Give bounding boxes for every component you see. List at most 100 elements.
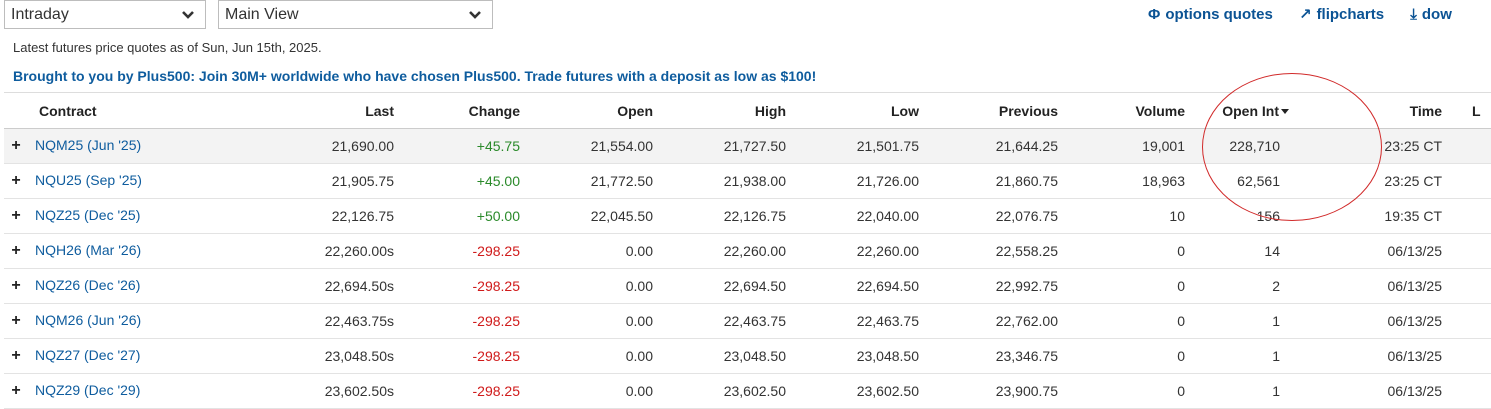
table-row: + NQM26 (Jun '26) 22,463.75s -298.25 0.00 22,…: [4, 303, 1491, 339]
change-cell: -298.25: [394, 373, 520, 409]
period-select[interactable]: Intraday: [4, 0, 206, 29]
change-cell: -298.25: [394, 268, 520, 304]
header-time[interactable]: Time: [1329, 92, 1452, 129]
open-cell: 0.00: [520, 233, 653, 269]
volume-cell: 0: [1058, 303, 1185, 339]
low-cell: 23,602.50: [786, 373, 919, 409]
contract-link[interactable]: NQM25 (Jun '25): [35, 137, 142, 153]
header-volume[interactable]: Volume: [1058, 92, 1185, 129]
header-last[interactable]: Last: [164, 92, 394, 129]
expand-plus-icon[interactable]: +: [11, 242, 21, 259]
high-cell: 22,260.00: [653, 233, 786, 269]
previous-cell: 22,076.75: [919, 198, 1058, 234]
expand-plus-icon[interactable]: +: [11, 207, 21, 224]
l-cell: [1452, 233, 1491, 269]
contract-link[interactable]: NQU25 (Sep '25): [35, 172, 142, 188]
view-select[interactable]: Main View: [218, 0, 493, 29]
contract-cell[interactable]: + NQZ27 (Dec '27): [4, 338, 164, 374]
expand-plus-icon[interactable]: +: [11, 347, 21, 364]
open-cell: 0.00: [520, 373, 653, 409]
volume-cell: 18,963: [1058, 163, 1185, 199]
download-link[interactable]: ⤓ dow: [1410, 6, 1452, 23]
low-cell: 22,040.00: [786, 198, 919, 234]
time-cell: 06/13/25: [1329, 268, 1452, 304]
header-open-int[interactable]: Open Int: [1185, 92, 1329, 129]
last-cell: 22,463.75s: [164, 303, 394, 339]
header-contract[interactable]: Contract: [4, 92, 164, 129]
open-int-cell: 228,710: [1185, 128, 1329, 164]
table-row: + NQZ25 (Dec '25) 22,126.75 +50.00 22,045.50…: [4, 198, 1491, 234]
open-int-cell: 156: [1185, 198, 1329, 234]
previous-cell: 22,558.25: [919, 233, 1058, 269]
time-cell: 06/13/25: [1329, 303, 1452, 339]
contract-cell[interactable]: + NQU25 (Sep '25): [4, 163, 164, 199]
volume-cell: 10: [1058, 198, 1185, 234]
promo-link[interactable]: Brought to you by Plus500: Join 30M+ wor…: [13, 68, 817, 84]
header-open[interactable]: Open: [520, 92, 653, 129]
contract-cell[interactable]: + NQM26 (Jun '26): [4, 303, 164, 339]
open-int-cell: 2: [1185, 268, 1329, 304]
chart-trend-icon: ↗: [1298, 6, 1312, 23]
contract-link[interactable]: NQH26 (Mar '26): [35, 242, 142, 258]
l-cell: [1452, 303, 1491, 339]
contract-link[interactable]: NQZ29 (Dec '29): [35, 382, 141, 398]
l-cell: [1452, 338, 1491, 374]
contract-cell[interactable]: + NQZ26 (Dec '26): [4, 268, 164, 304]
low-cell: 22,694.50: [786, 268, 919, 304]
change-cell: -298.25: [394, 303, 520, 339]
contract-link[interactable]: NQZ25 (Dec '25): [35, 207, 141, 223]
volume-cell: 0: [1058, 373, 1185, 409]
contract-cell[interactable]: + NQH26 (Mar '26): [4, 233, 164, 269]
expand-plus-icon[interactable]: +: [11, 172, 21, 189]
l-cell: [1452, 268, 1491, 304]
open-cell: 21,554.00: [520, 128, 653, 164]
volume-cell: 0: [1058, 233, 1185, 269]
volume-cell: 0: [1058, 338, 1185, 374]
contract-link[interactable]: NQM26 (Jun '26): [35, 312, 142, 328]
change-cell: +45.00: [394, 163, 520, 199]
time-cell: 06/13/25: [1329, 233, 1452, 269]
low-cell: 22,260.00: [786, 233, 919, 269]
change-cell: -298.25: [394, 233, 520, 269]
open-int-cell: 1: [1185, 373, 1329, 409]
header-high[interactable]: High: [653, 92, 786, 129]
last-cell: 22,126.75: [164, 198, 394, 234]
chevron-down-icon: [469, 11, 481, 19]
expand-plus-icon[interactable]: +: [11, 137, 21, 154]
contract-cell[interactable]: + NQM25 (Jun '25): [4, 128, 164, 164]
header-change[interactable]: Change: [394, 92, 520, 129]
expand-plus-icon[interactable]: +: [11, 382, 21, 399]
download-icon: ⤓: [1410, 6, 1417, 23]
expand-plus-icon[interactable]: +: [11, 312, 21, 329]
volume-cell: 19,001: [1058, 128, 1185, 164]
open-int-cell: 14: [1185, 233, 1329, 269]
previous-cell: 23,346.75: [919, 338, 1058, 374]
expand-plus-icon[interactable]: +: [11, 277, 21, 294]
previous-cell: 21,644.25: [919, 128, 1058, 164]
header-previous[interactable]: Previous: [919, 92, 1058, 129]
low-cell: 21,501.75: [786, 128, 919, 164]
open-cell: 0.00: [520, 303, 653, 339]
last-cell: 22,260.00s: [164, 233, 394, 269]
contract-cell[interactable]: + NQZ29 (Dec '29): [4, 373, 164, 409]
high-cell: 23,602.50: [653, 373, 786, 409]
time-cell: 06/13/25: [1329, 338, 1452, 374]
header-low[interactable]: Low: [786, 92, 919, 129]
contract-cell[interactable]: + NQZ25 (Dec '25): [4, 198, 164, 234]
change-cell: -298.25: [394, 338, 520, 374]
open-cell: 21,772.50: [520, 163, 653, 199]
open-cell: 0.00: [520, 338, 653, 374]
open-cell: 0.00: [520, 268, 653, 304]
header-l[interactable]: L: [1452, 92, 1491, 129]
high-cell: 22,694.50: [653, 268, 786, 304]
low-cell: 21,726.00: [786, 163, 919, 199]
phi-icon: Φ: [1148, 6, 1161, 23]
flipcharts-link[interactable]: ↗ flipcharts: [1298, 6, 1385, 23]
open-int-cell: 1: [1185, 338, 1329, 374]
time-cell: 06/13/25: [1329, 373, 1452, 409]
high-cell: 22,463.75: [653, 303, 786, 339]
time-cell: 23:25 CT: [1329, 128, 1452, 164]
contract-link[interactable]: NQZ26 (Dec '26): [35, 277, 141, 293]
contract-link[interactable]: NQZ27 (Dec '27): [35, 347, 141, 363]
